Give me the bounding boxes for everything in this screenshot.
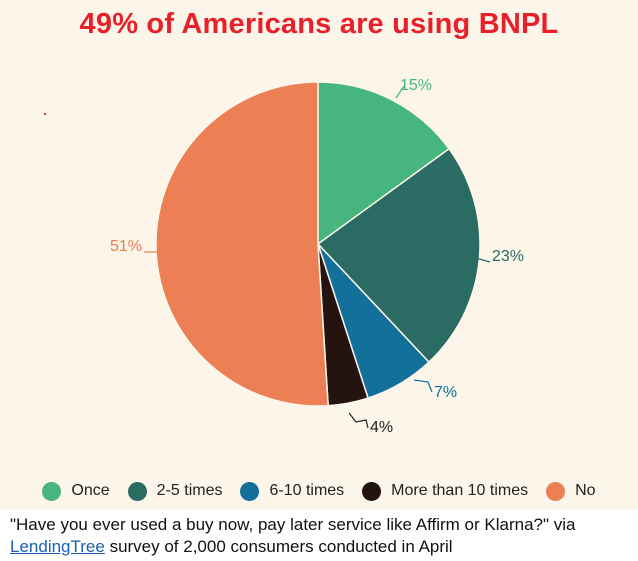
leader-line-6-10-times [413,379,433,393]
leader-line-once [395,85,405,99]
caption-source-text: survey of 2,000 consumers conducted in A… [109,537,453,556]
legend-item-more-than-10-times: More than 10 times [362,481,529,501]
legend-label-more-than-10-times: More than 10 times [391,482,529,499]
legend-label-6-10-times: 6-10 times [269,482,345,499]
legend-swatch-no [546,481,566,501]
slice-label-once: 15% [400,77,432,94]
legend-item-2-5-times: 2-5 times [127,481,223,501]
legend-swatch-6-10-times [240,481,260,501]
pie-chart: 15% 23% 7% 4% 51% [110,77,524,436]
legend-item-once: Once [42,481,110,501]
legend-item-6-10-times: 6-10 times [240,481,345,501]
legend-item-no: No [546,481,596,501]
slice-label-2-5-times: 23% [492,248,524,265]
caption-question: "Have you ever used a buy now, pay later… [10,515,576,534]
pie-slice-no [155,81,329,407]
pie-slice-once [317,81,451,246]
decorative-dot [44,113,46,115]
slice-label-6-10-times: 7% [434,384,457,401]
leader-line-more-than-10-times [348,412,369,429]
legend-label-once: Once [71,482,110,499]
chart-caption: "Have you ever used a buy now, pay later… [10,514,630,558]
chart-panel: 49% of Americans are using BNPL 15% 23% 7%… [0,0,638,510]
legend-label-2-5-times: 2-5 times [156,482,223,499]
lendingtree-link[interactable]: LendingTree [10,537,105,556]
legend-swatch-once [42,481,62,501]
legend-label-no: No [575,482,596,499]
legend-swatch-2-5-times [127,481,147,501]
legend-swatch-more-than-10-times [362,481,382,501]
slice-label-more-than-10-times: 4% [370,419,393,436]
leader-line-2-5-times [475,257,491,263]
chart-legend: Once 2-5 times 6-10 times More than 10 time… [0,478,638,504]
chart-title: 49% of Americans are using BNPL [79,8,559,40]
caption-source-line: LendingTree survey of 2,000 consumers co… [10,536,630,558]
slice-label-no: 51% [110,238,142,255]
